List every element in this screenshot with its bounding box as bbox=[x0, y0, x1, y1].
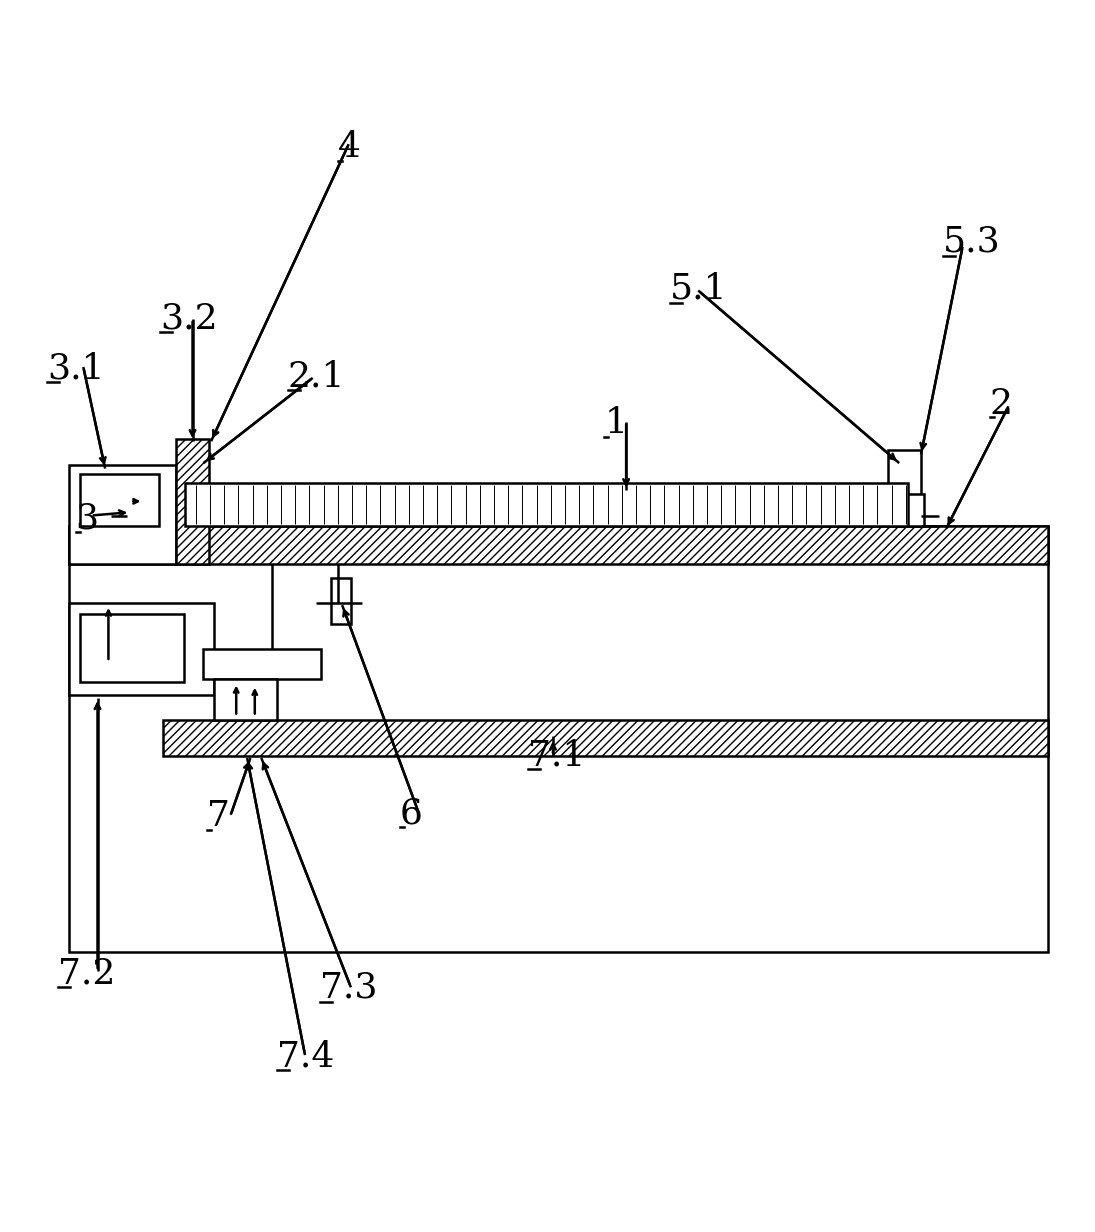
Text: 3: 3 bbox=[76, 501, 99, 536]
Text: 3.2: 3.2 bbox=[160, 302, 218, 335]
Bar bbox=[888, 450, 921, 526]
Text: 7.3: 7.3 bbox=[321, 971, 378, 1005]
Text: 7.4: 7.4 bbox=[277, 1040, 334, 1074]
Text: 2.1: 2.1 bbox=[288, 360, 345, 393]
Bar bbox=[894, 494, 924, 526]
Bar bbox=[80, 474, 159, 526]
Text: 7.1: 7.1 bbox=[528, 738, 585, 772]
Bar bbox=[215, 679, 277, 719]
Bar bbox=[69, 526, 1048, 563]
Bar bbox=[69, 526, 1048, 952]
Text: 3.1: 3.1 bbox=[47, 351, 105, 386]
Bar bbox=[176, 439, 209, 563]
Bar bbox=[332, 578, 350, 623]
Bar bbox=[204, 649, 322, 679]
Text: 4: 4 bbox=[337, 129, 360, 164]
Text: 5.1: 5.1 bbox=[670, 272, 727, 306]
Text: 1: 1 bbox=[604, 407, 627, 440]
Bar bbox=[163, 719, 1048, 755]
Text: 7.2: 7.2 bbox=[58, 957, 116, 991]
Text: 6: 6 bbox=[400, 796, 423, 830]
Text: 2: 2 bbox=[990, 387, 1013, 420]
Text: 5.3: 5.3 bbox=[943, 225, 1001, 259]
Text: 7: 7 bbox=[207, 800, 230, 834]
Bar bbox=[185, 483, 908, 526]
Bar bbox=[69, 466, 176, 563]
Bar bbox=[80, 614, 184, 681]
Bar bbox=[69, 602, 215, 695]
